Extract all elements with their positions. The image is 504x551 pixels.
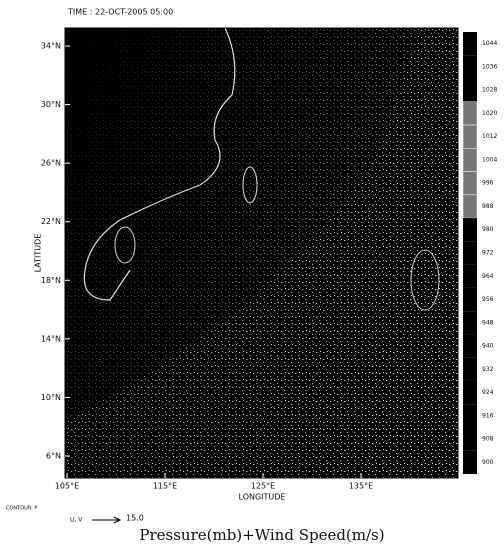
colorbar-label: 964 [482,273,494,280]
ocean-field [65,28,458,478]
x-axis-label: LONGITUDE [239,493,286,502]
colorbar-label: 980 [482,226,494,233]
y-tick-label: 6°N [46,452,61,461]
colorbar-label: 1012 [482,133,497,140]
colorbar-label: 1036 [482,63,497,70]
colorbar-cell [462,171,478,196]
low-center [410,249,440,311]
colorbar-cell [463,357,477,381]
colorbar-cell [463,334,477,358]
colorbar-label: 916 [482,412,494,419]
colorbar-cell [462,148,478,172]
colorbar-cell [463,264,477,288]
colorbar-label: 972 [482,250,494,257]
x-tick-label: 125°E [251,482,275,491]
colorbar-cell [462,101,478,126]
vector-label: U, V [70,517,83,524]
colorbar-label: 1020 [482,110,497,117]
colorbar-label: 924 [482,389,494,396]
colorbar-label: 932 [482,366,494,373]
island [114,226,136,264]
y-tick-label: 30°N [41,100,61,109]
colorbar-cell [463,427,477,451]
colorbar-cell [463,218,477,242]
colorbar-cell [463,311,477,335]
colorbar-label: 996 [482,180,494,187]
colorbar-label: 948 [482,319,494,326]
colorbar-cell [463,55,477,79]
colorbar-cell [463,241,477,265]
colorbar-cell [463,380,477,405]
colorbar-label: 1028 [482,87,497,94]
colorbar-label: 940 [482,343,494,350]
colorbar-cell [463,287,477,312]
colorbar-cell [463,78,477,102]
y-axis-label: LATITUDE [34,234,43,273]
taiwan [242,166,258,204]
vector-value: 15.0 [126,514,144,523]
colorbar-label: 1044 [482,40,497,47]
plot-area [64,27,459,479]
colorbar-cell [463,450,477,474]
colorbar-label: 900 [482,459,494,466]
colorbar-label: 1004 [482,156,497,163]
x-tick-label: 105°E [55,482,79,491]
contour-label: CONTOUR: P [6,506,37,512]
colorbar-label: 908 [482,436,494,443]
y-tick-label: 34°N [41,42,61,51]
y-tick-label: 10°N [41,393,61,402]
y-tick-label: 26°N [41,159,61,168]
y-tick-label: 14°N [41,334,61,343]
colorbar-label: 956 [482,296,494,303]
x-tick-label: 135°E [349,482,373,491]
x-tick-label: 115°E [153,482,177,491]
colorbar-cell [463,32,477,56]
colorbar-cell [463,404,477,428]
coastline [83,27,236,301]
y-tick-label: 22°N [41,217,61,226]
arrow-head [113,516,122,524]
colorbar-cell [462,194,478,219]
colorbar-label: 988 [482,203,494,210]
colorbar-cell [462,124,478,149]
time-label: TIME : 22-OCT-2005 05:00 [67,8,173,17]
caption: Pressure(mb)+Wind Speed(m/s) [139,526,384,544]
y-tick-label: 18°N [41,276,61,285]
plot-frame [64,27,459,479]
